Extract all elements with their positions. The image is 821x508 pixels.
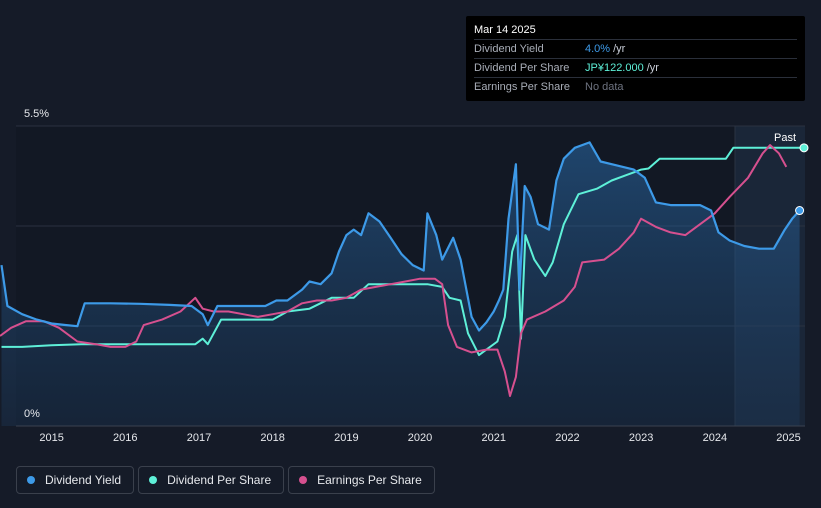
x-tick-label: 2021: [481, 432, 506, 444]
x-tick-label: 2025: [776, 432, 801, 444]
legend: Dividend Yield Dividend Per Share Earnin…: [16, 466, 435, 494]
tooltip-label: Dividend Per Share: [474, 62, 570, 74]
legend-label: Dividend Yield: [45, 473, 122, 487]
dividend-yield-end-marker: [795, 206, 805, 216]
x-tick-label: 2017: [186, 432, 212, 444]
x-tick-label: 2019: [334, 432, 359, 444]
legend-item-dividend-per-share[interactable]: Dividend Per Share: [138, 466, 285, 494]
legend-dot-icon: [299, 476, 308, 484]
x-tick-label: 2015: [39, 432, 64, 444]
legend-dot-icon: [27, 476, 35, 484]
legend-item-earnings-per-share[interactable]: Earnings Per Share: [288, 466, 435, 494]
tooltip-value: No data: [585, 81, 624, 93]
legend-label: Dividend Per Share: [167, 473, 272, 487]
tooltip-value: JP¥122.000: [585, 62, 644, 74]
tooltip-label: Dividend Yield: [474, 43, 544, 55]
tooltip-row-dividend-per-share: Dividend Per Share JP¥122.000 /yr: [474, 58, 797, 77]
dividend-per-share-end-marker: [799, 143, 809, 153]
tooltip-unit: /yr: [646, 62, 659, 74]
tooltip-row-earnings-per-share: Earnings Per Share No data: [474, 77, 797, 96]
x-tick-label: 2018: [260, 432, 285, 444]
past-label: Past: [774, 132, 797, 144]
x-tick-label: 2020: [407, 432, 433, 444]
y-tick-bottom: 0%: [24, 408, 40, 420]
x-tick-label: 2016: [113, 432, 138, 444]
legend-label: Earnings Per Share: [317, 473, 422, 487]
dividend-yield-line: [0, 141, 801, 332]
tooltip-label: Earnings Per Share: [474, 81, 570, 93]
tooltip-unit: /yr: [613, 43, 626, 55]
dividend-per-share-line: [1, 146, 804, 357]
earnings-per-share-line: [0, 144, 788, 397]
x-tick-label: 2024: [702, 432, 728, 444]
tooltip-value: 4.0%: [585, 43, 611, 55]
x-tick-label: 2022: [555, 432, 580, 444]
legend-dot-icon: [149, 476, 158, 484]
tooltip-row-dividend-yield: Dividend Yield 4.0% /yr: [474, 39, 797, 58]
tooltip-date: Mar 14 2025: [474, 24, 536, 36]
y-tick-top: 5.5%: [24, 108, 50, 120]
tooltip-panel: Mar 14 2025 Dividend Yield 4.0% /yr Divi…: [466, 16, 805, 101]
legend-item-dividend-yield[interactable]: Dividend Yield: [16, 466, 135, 494]
x-tick-label: 2023: [628, 432, 654, 444]
